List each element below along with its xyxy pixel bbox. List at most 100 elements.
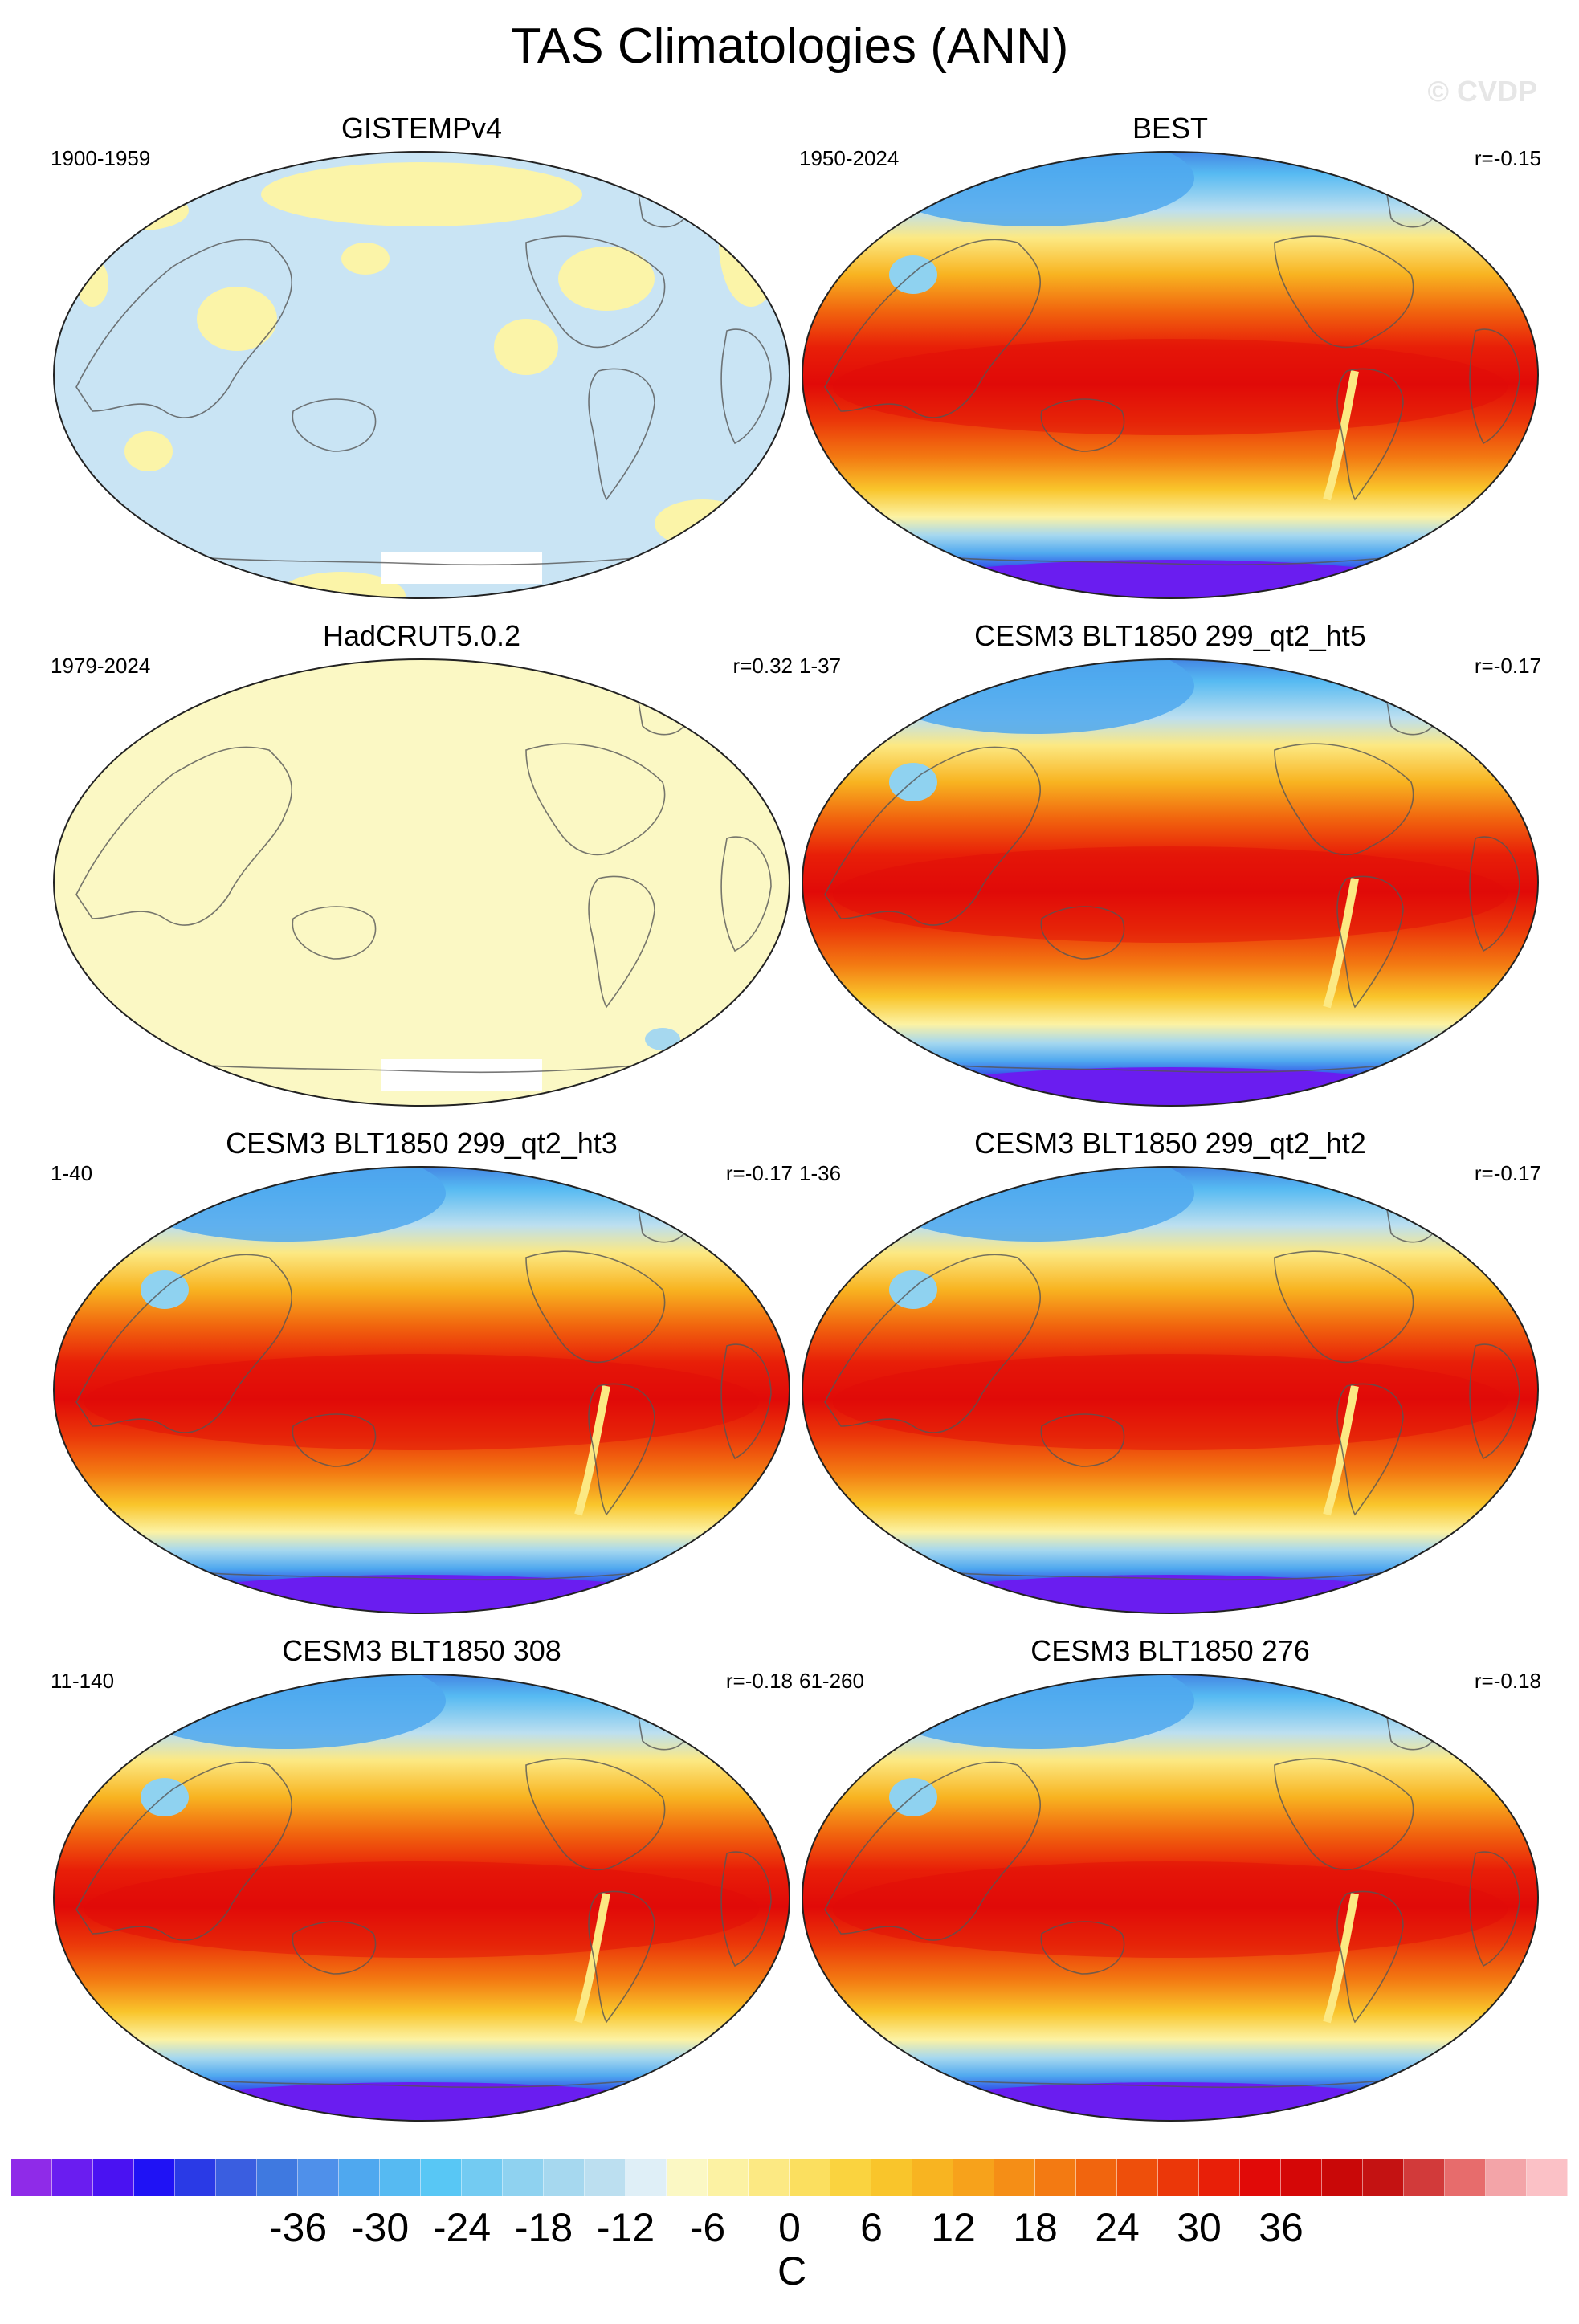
panel-years: 1-36	[799, 1161, 842, 1185]
panel-title: BEST	[1132, 112, 1209, 145]
colorbar-swatch	[626, 2159, 667, 2196]
colorbar-swatch	[585, 2159, 626, 2196]
temperature-field	[802, 152, 1538, 598]
coastline	[720, 1343, 772, 1460]
coastline	[1336, 368, 1404, 501]
colorbar-swatch	[544, 2159, 585, 2196]
colorbar-swatch	[339, 2159, 380, 2196]
map-panel: CESM3 BLT1850 299_qt2_ht3 1-40 r=-0.17	[44, 1126, 799, 1624]
coastline	[824, 1761, 1042, 1941]
colorbar-tick-label: -24	[432, 2205, 492, 2250]
colorbar-swatch	[1363, 2159, 1404, 2196]
map-panel: CESM3 BLT1850 276 61-260 r=-0.18	[793, 1633, 1548, 2131]
coastline	[1274, 235, 1414, 349]
colorbar-tick-label: 36	[1259, 2205, 1304, 2250]
panel-years: 11-140	[51, 1669, 115, 1693]
page-title: TAS Climatologies (ANN)	[510, 18, 1069, 74]
coastline	[292, 1921, 377, 1975]
missing-data-region	[381, 1059, 542, 1091]
tropical-warm-region	[833, 339, 1508, 435]
coastline	[525, 235, 666, 349]
panel-title: CESM3 BLT1850 299_qt2_ht5	[974, 619, 1366, 652]
coastline	[824, 746, 1042, 926]
panel-years: 1900-1959	[51, 146, 151, 170]
coastline	[525, 1250, 666, 1364]
colorbar-swatch	[380, 2159, 421, 2196]
map-panel: CESM3 BLT1850 299_qt2_ht5 1-37 r=-0.17	[793, 618, 1548, 1116]
panel-years: 1-37	[799, 654, 842, 678]
colorbar-swatch	[953, 2159, 994, 2196]
panel-correlation: r=-0.17	[1474, 1161, 1541, 1185]
coastline	[1336, 1383, 1404, 1516]
coastline	[720, 1851, 772, 1967]
coastline	[588, 1890, 655, 2024]
map-border	[53, 658, 790, 1107]
map-panel: GISTEMPv4 1900-1959	[44, 111, 799, 609]
colorbar-swatch	[1117, 2159, 1158, 2196]
temperature-field	[54, 1167, 790, 1613]
colorbar-swatch	[1281, 2159, 1322, 2196]
coastline	[1040, 1921, 1125, 1975]
map-border	[53, 151, 790, 599]
map-panel: HadCRUT5.0.2 1979-2024 r=0.32	[44, 618, 799, 1116]
colorbar-swatch	[257, 2159, 298, 2196]
colorbar-swatch	[11, 2159, 52, 2196]
panel-correlation: r=-0.18	[1474, 1669, 1541, 1693]
coastline	[75, 1761, 293, 1941]
coastline	[75, 746, 293, 926]
colorbar-swatch	[216, 2159, 257, 2196]
tropical-warm-region	[833, 1354, 1508, 1450]
colorbar-tick-label: 0	[778, 2205, 801, 2250]
coastline	[1469, 328, 1520, 445]
panel-title: HadCRUT5.0.2	[322, 619, 521, 652]
coastline	[1336, 875, 1404, 1009]
antarctic-region	[865, 1067, 1475, 1106]
colorbar-swatch	[1445, 2159, 1486, 2196]
colorbar-swatch	[462, 2159, 503, 2196]
colorbar: -36 -30 -24 -18 -12 -6 0 6 12 18 24 30 36 C	[11, 2159, 1568, 2295]
panel-correlation: r=-0.15	[1474, 146, 1541, 170]
colorbar-swatch	[1404, 2159, 1445, 2196]
colorbar-swatch	[175, 2159, 216, 2196]
colorbar-unit: C	[777, 2249, 807, 2293]
panel-title: CESM3 BLT1850 299_qt2_ht2	[974, 1127, 1366, 1160]
coastline	[1469, 1343, 1520, 1460]
warm-anomaly-patch	[76, 259, 108, 307]
antarctic-region	[865, 560, 1475, 598]
panel-title: CESM3 BLT1850 308	[282, 1634, 561, 1667]
colorbar-swatch	[994, 2159, 1035, 2196]
temperature-field	[802, 1674, 1538, 2121]
warm-anomaly-patch	[124, 431, 173, 471]
coastline	[720, 328, 772, 445]
tropical-warm-region	[84, 1354, 759, 1450]
world-map	[53, 658, 790, 1107]
coastline	[1336, 1890, 1404, 2024]
colorbar-swatch	[708, 2159, 749, 2196]
coastline	[1040, 906, 1125, 960]
coastline	[525, 1758, 666, 1871]
watermark: © CVDP	[1427, 75, 1537, 108]
colorbar-swatch	[871, 2159, 912, 2196]
colorbar-swatch	[1076, 2159, 1117, 2196]
colorbar-swatch	[1486, 2159, 1527, 2196]
world-map	[802, 151, 1539, 599]
map-border	[802, 1674, 1539, 2122]
panel-title: GISTEMPv4	[341, 112, 503, 145]
panel-years: 1979-2024	[51, 654, 151, 678]
panel-correlation: r=0.32	[732, 654, 793, 678]
coastline	[75, 239, 293, 418]
colorbar-tick-label: 30	[1177, 2205, 1222, 2250]
colorbar-tick-label: -6	[689, 2205, 726, 2250]
colorbar-tick-label: 6	[860, 2205, 883, 2250]
panel-title: CESM3 BLT1850 276	[1030, 1634, 1310, 1667]
panel-years: 1-40	[51, 1161, 93, 1185]
temperature-field	[802, 1167, 1538, 1613]
coastline	[292, 1413, 377, 1467]
warm-anomaly-patch	[197, 287, 277, 351]
world-map	[802, 658, 1539, 1107]
panel-years: 1950-2024	[799, 146, 900, 170]
world-map	[53, 1674, 790, 2122]
coastline	[292, 398, 377, 452]
coastline	[588, 368, 655, 501]
coastline	[588, 875, 655, 1009]
